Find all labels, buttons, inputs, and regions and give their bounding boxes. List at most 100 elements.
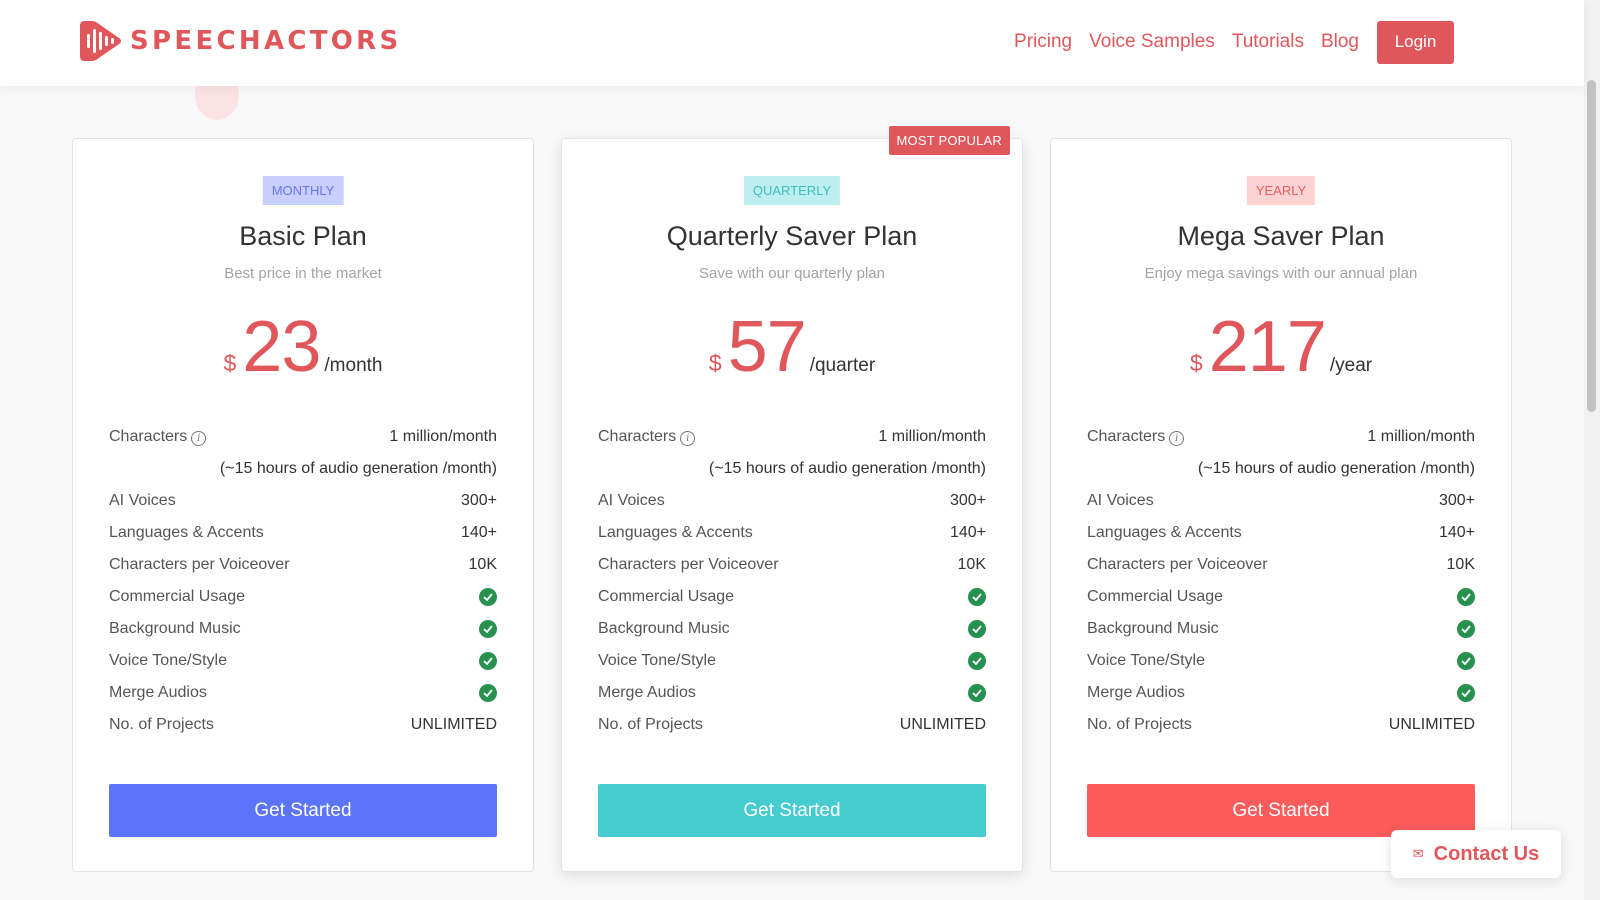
plan-tag: YEARLY [1246,176,1316,205]
plan-price: $ 217 /year [1051,299,1511,395]
feature-label: Voice Tone/Style [1087,652,1206,669]
feature-list: Characters i 1 million/month (~15 hours o… [109,421,497,741]
feature-row-projects: No. of Projects UNLIMITED [1087,709,1475,741]
nav-voice-samples-link[interactable]: Voice Samples [1089,31,1215,52]
pricing-card-yearly: YEARLY Mega Saver Plan Enjoy mega saving… [1050,138,1512,872]
feature-label: AI Voices [1087,492,1154,509]
feature-label: Characters per Voiceover [1087,556,1268,573]
price-period: /quarter [809,355,876,376]
check-icon [968,620,986,638]
feature-label: Merge Audios [598,684,696,701]
plan-tag: QUARTERLY [743,176,841,205]
plan-name: Basic Plan [239,221,367,251]
info-icon[interactable]: i [680,431,696,446]
feature-value: 300+ [460,492,497,509]
feature-row-characters: Characters i 1 million/month [1087,421,1475,453]
feature-value: 140+ [1438,524,1475,541]
feature-label: Characters per Voiceover [109,556,290,573]
feature-label: No. of Projects [109,716,214,733]
feature-row-background-music: Background Music [598,613,986,645]
check-icon [1457,620,1475,638]
check-icon [1457,684,1475,702]
feature-label: Languages & Accents [1087,524,1242,541]
nav-tutorials-link[interactable]: Tutorials [1231,31,1304,52]
nav-pricing-link[interactable]: Pricing [1014,31,1073,52]
get-started-button[interactable]: Get Started [1087,784,1475,837]
feature-value: UNLIMITED [899,716,986,733]
feature-row-merge-audios: Merge Audios [598,677,986,709]
check-icon [479,652,497,670]
feature-row-merge-audios: Merge Audios [109,677,497,709]
plan-subtitle: Best price in the market [224,265,382,282]
characters-label: Characters [598,428,677,445]
price-period: /year [1329,355,1373,376]
login-button[interactable]: Login [1377,20,1454,64]
feature-label: Characters per Voiceover [598,556,779,573]
feature-label: No. of Projects [1087,716,1192,733]
feature-value: 10K [1446,556,1475,573]
feature-value: 1 million/month [878,428,986,445]
feature-label: Background Music [109,620,241,637]
feature-value: UNLIMITED [1388,716,1475,733]
brand-logo[interactable]: SPEECHACTORS [78,17,402,65]
feature-row-voice-tone: Voice Tone/Style [598,645,986,677]
feature-label: Commercial Usage [1087,588,1224,605]
top-navbar: SPEECHACTORS Pricing Voice Samples Tutor… [0,0,1584,86]
feature-row-commercial-usage: Commercial Usage [1087,581,1475,613]
price-currency: $ [1189,350,1203,376]
feature-label: Commercial Usage [598,588,735,605]
feature-label: Merge Audios [1087,684,1185,701]
feature-row-characters-note: (~15 hours of audio generation /month) [109,453,497,485]
check-icon [1457,652,1475,670]
feature-value: UNLIMITED [410,716,497,733]
feature-list: Characters i 1 million/month (~15 hours o… [1087,421,1475,741]
feature-value: 300+ [1438,492,1475,509]
info-icon[interactable]: i [1169,431,1185,446]
most-popular-badge: MOST POPULAR [888,126,1010,155]
waveform-play-icon [80,21,121,61]
plan-price: $ 23 /month [73,299,533,395]
feature-row-commercial-usage: Commercial Usage [109,581,497,613]
scrollbar-thumb[interactable] [1587,80,1596,412]
feature-note: (~15 hours of audio generation /month) [708,460,986,477]
contact-us-button[interactable]: ✉ Contact Us [1391,830,1561,878]
get-started-button[interactable]: Get Started [109,784,497,837]
page-scrollbar[interactable] [1584,0,1600,900]
price-amount: 217 [1208,307,1327,387]
feature-row-characters: Characters i 1 million/month [598,421,986,453]
plan-name: Mega Saver Plan [1177,221,1385,251]
get-started-button[interactable]: Get Started [598,784,986,837]
contact-us-label: Contact Us [1433,842,1540,865]
feature-label: No. of Projects [598,716,703,733]
feature-row-ai-voices: AI Voices 300+ [598,485,986,517]
nav-blog-link[interactable]: Blog [1320,31,1359,52]
feature-row-voice-tone: Voice Tone/Style [109,645,497,677]
envelope-icon: ✉ [1412,846,1424,861]
feature-row-commercial-usage: Commercial Usage [598,581,986,613]
feature-row-chars-per-voiceover: Characters per Voiceover 10K [598,549,986,581]
check-icon [968,652,986,670]
check-icon [968,684,986,702]
feature-row-merge-audios: Merge Audios [1087,677,1475,709]
price-amount: 23 [242,307,321,387]
info-icon[interactable]: i [191,431,207,446]
feature-row-characters-note: (~15 hours of audio generation /month) [1087,453,1475,485]
feature-row-voice-tone: Voice Tone/Style [1087,645,1475,677]
pricing-card-quarterly: MOST POPULAR QUARTERLY Quarterly Saver P… [561,126,1023,872]
feature-label: Commercial Usage [109,588,246,605]
characters-label: Characters [1087,428,1166,445]
feature-value: 1 million/month [1367,428,1475,445]
plan-tag: MONTHLY [262,176,344,205]
feature-label: Voice Tone/Style [109,652,228,669]
feature-row-chars-per-voiceover: Characters per Voiceover 10K [1087,549,1475,581]
feature-value: 1 million/month [389,428,497,445]
check-icon [968,588,986,606]
feature-label: Voice Tone/Style [598,652,717,669]
feature-row-languages: Languages & Accents 140+ [1087,517,1475,549]
feature-list: Characters i 1 million/month (~15 hours o… [598,421,986,741]
characters-label: Characters [109,428,188,445]
plan-subtitle: Enjoy mega savings with our annual plan [1144,265,1418,282]
plan-name: Quarterly Saver Plan [666,221,918,251]
feature-row-background-music: Background Music [1087,613,1475,645]
feature-row-ai-voices: AI Voices 300+ [109,485,497,517]
